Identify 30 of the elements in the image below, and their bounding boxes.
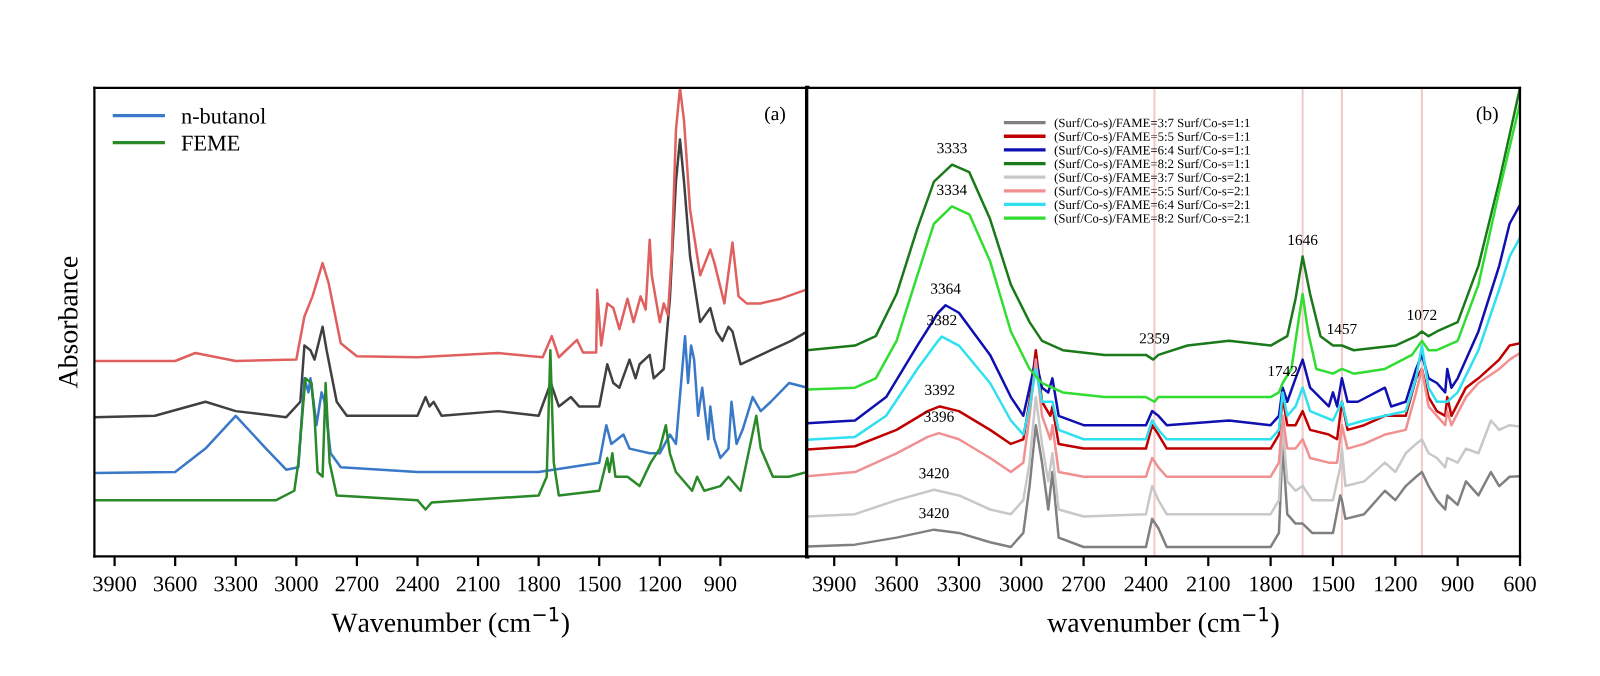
x-tick-label: 2400 [1124, 576, 1168, 592]
y-axis-title: Absorbance [58, 256, 78, 389]
x-tick-label: 1200 [1375, 576, 1417, 592]
x-tick-label: 900 [1441, 576, 1474, 592]
x-tick-label: 1200 [639, 576, 682, 592]
x-tick-label: 2100 [1187, 576, 1230, 592]
x-axis-title: wavenumber (cm$^{−1}$) [1047, 607, 1279, 638]
x-tick-label: 3000 [275, 576, 318, 592]
x-tick-label: 1500 [578, 576, 621, 592]
x-tick-label: 2100 [456, 576, 500, 592]
x-tick-label: 3300 [214, 576, 258, 592]
x-tick-label: 3300 [937, 576, 981, 592]
x-tick-label: 1800 [1250, 576, 1292, 592]
x-tick-label: 2400 [396, 576, 439, 592]
annotation: (a) [765, 106, 785, 125]
x-tick-label: 2700 [1062, 576, 1105, 592]
legend-label: n-butanol [181, 108, 266, 124]
x-tick-label: 3600 [154, 576, 197, 592]
x-tick-label: 600 [1504, 576, 1536, 592]
x-tick-label: 3900 [813, 576, 856, 592]
x-axis-title: Wavenumber (cm$^{−1}$) [331, 607, 569, 638]
x-tick-label: 3600 [875, 576, 918, 592]
x-tick-label: 1500 [1312, 576, 1355, 592]
x-tick-label: 2700 [335, 576, 379, 592]
x-tick-label: 900 [704, 576, 737, 592]
x-tick-label: 3000 [1000, 576, 1043, 592]
legend-label: FEME [181, 135, 240, 151]
x-tick-label: 3900 [93, 576, 136, 592]
annotation: (b) [1476, 106, 1498, 125]
x-tick-label: 1800 [518, 576, 561, 592]
